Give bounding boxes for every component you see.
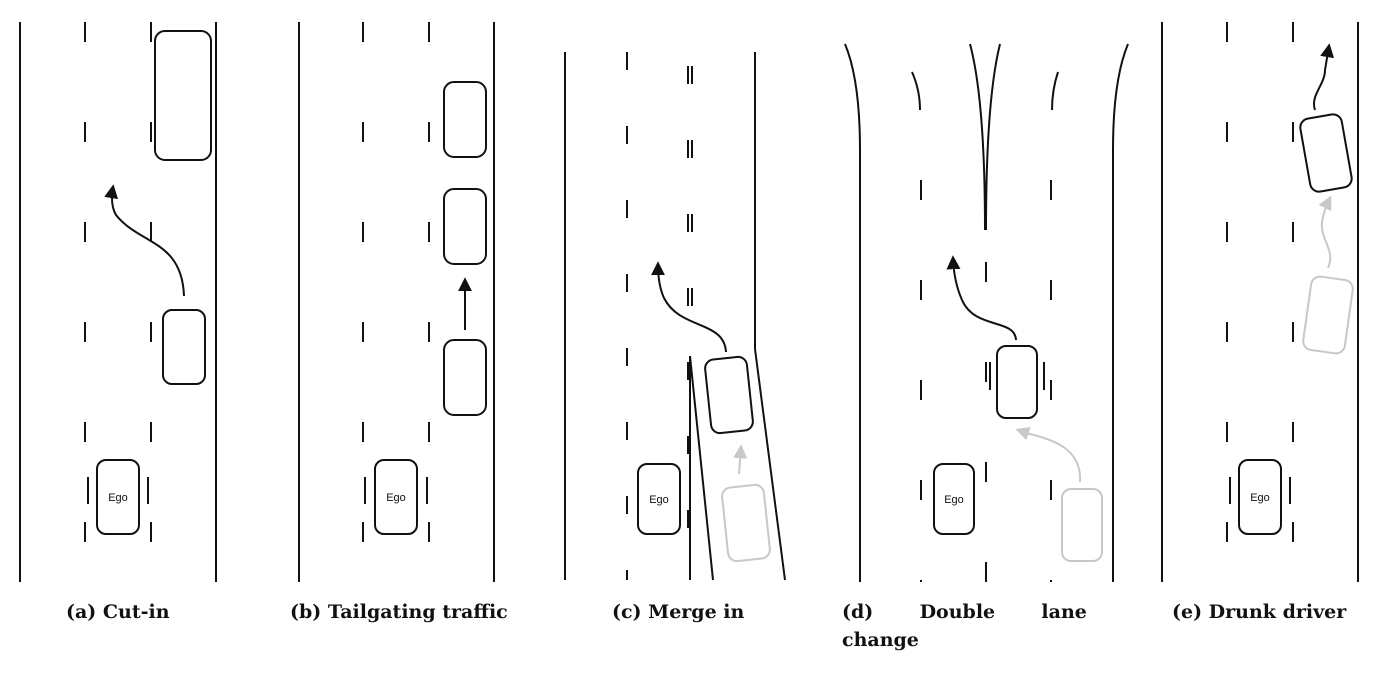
cut-in-car [162, 309, 206, 385]
cut-in-path-arrow [104, 184, 185, 297]
gore-right [985, 43, 1001, 231]
caption-c: (c) Merge in [612, 601, 745, 623]
panel-merge-in: Ego [564, 52, 786, 581]
panel-drunk-driver: Ego [1161, 22, 1359, 582]
drunk-car-ghost [1302, 275, 1354, 355]
lane-change-path-arrow [946, 255, 1017, 341]
merge-path-arrow [651, 261, 727, 353]
ego-car: Ego [933, 463, 975, 535]
ego-label: Ego [108, 492, 128, 504]
lane-divider-1-curve [911, 71, 921, 111]
changing-car-ghost [1061, 488, 1103, 562]
road-edge-left [844, 43, 861, 582]
lane-divider-3-curve [1051, 71, 1059, 111]
panel-cut-in: Ego [19, 22, 217, 582]
ghost-path-arrow [1015, 426, 1082, 483]
drunk-path-arrow [1312, 43, 1335, 111]
ego-label: Ego [649, 494, 669, 506]
caption-d-line-2: change [842, 629, 919, 651]
caption-b: (b) Tailgating traffic [290, 601, 508, 623]
merging-car-ghost [721, 483, 771, 563]
panel-double-lane-change: Ego [844, 43, 1129, 582]
caption-d-line-1: (d) Double lane [842, 601, 1087, 623]
ghost-arrow [733, 444, 748, 475]
ramp-edge-inner [689, 355, 714, 581]
ego-label: Ego [386, 492, 406, 504]
merging-car [704, 355, 754, 435]
changing-car [996, 345, 1038, 419]
caption-d: (d) Double lane change [842, 601, 1087, 651]
ego-car: Ego [1229, 459, 1291, 535]
lead-car-2 [443, 188, 487, 265]
caption-a: (a) Cut-in [66, 601, 170, 623]
caption-e: (e) Drunk driver [1172, 601, 1347, 623]
ramp-edge-outer [754, 348, 786, 581]
truck [154, 30, 212, 161]
ego-label: Ego [944, 494, 964, 506]
drunk-car [1299, 113, 1353, 193]
lead-car-1 [443, 81, 487, 158]
road-edge-right [1112, 43, 1129, 582]
gore-left [969, 43, 986, 231]
tailgating-car [443, 339, 487, 416]
ego-car: Ego [87, 459, 149, 535]
ego-car: Ego [637, 463, 681, 535]
ghost-path-arrow [1318, 195, 1332, 269]
ego-label: Ego [1250, 492, 1270, 504]
panel-tailgating: Ego [298, 22, 495, 582]
ego-car: Ego [364, 459, 428, 535]
